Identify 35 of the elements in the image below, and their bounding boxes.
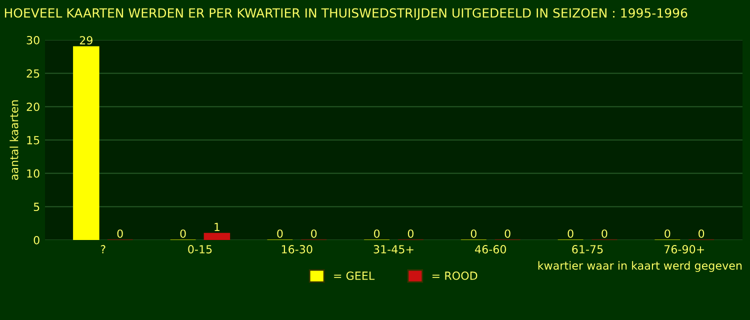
x-tick-label: 61-75 [572,245,603,254]
y-tick-label: 0 [34,236,40,244]
data-label: 0 [504,229,510,238]
y-axis-title: aantal kaarten [10,100,18,180]
x-tick-label: 76-90+ [664,245,704,254]
x-tick-label: 31-45+ [374,245,414,254]
y-tick-label: 5 [34,202,40,212]
data-label: 0 [374,229,380,238]
data-label: 0 [311,229,317,238]
y-tick-label: 15 [27,136,40,144]
data-label: 0 [277,229,283,238]
y-tick-label: 20 [26,102,40,112]
x-tick-label: 0-15 [188,245,212,254]
data-label: 0 [117,229,123,238]
x-tick-label: ? [100,245,106,254]
chart-title: HOEVEEL KAARTEN WERDEN ER PER KWARTIER IN THUISWEDSTRIJDEN UITGEDEELD IN SEIZOEN : 1995-1996 [4,8,688,20]
legend-label: = GEEL [334,272,375,280]
bar [204,232,230,240]
y-tick-label: 30 [26,36,40,44]
legend-label: = ROOD [432,272,478,280]
x-tick-label: 16-30 [282,245,312,254]
data-label: 0 [698,229,704,238]
y-tick-label: 10 [27,169,40,178]
data-label: 0 [602,229,608,238]
bar [73,46,100,240]
x-axis-title: kwartier waar in kaart werd gegeven [538,261,742,272]
data-label: 0 [470,229,476,238]
data-label: 29 [80,36,92,45]
data-label: 0 [180,229,186,238]
data-label: 1 [214,222,220,232]
y-tick-label: 25 [26,69,40,78]
data-label: 0 [568,229,574,238]
data-label: 0 [664,229,670,238]
data-label: 0 [408,229,414,238]
x-tick-label: 46-60 [475,245,506,254]
